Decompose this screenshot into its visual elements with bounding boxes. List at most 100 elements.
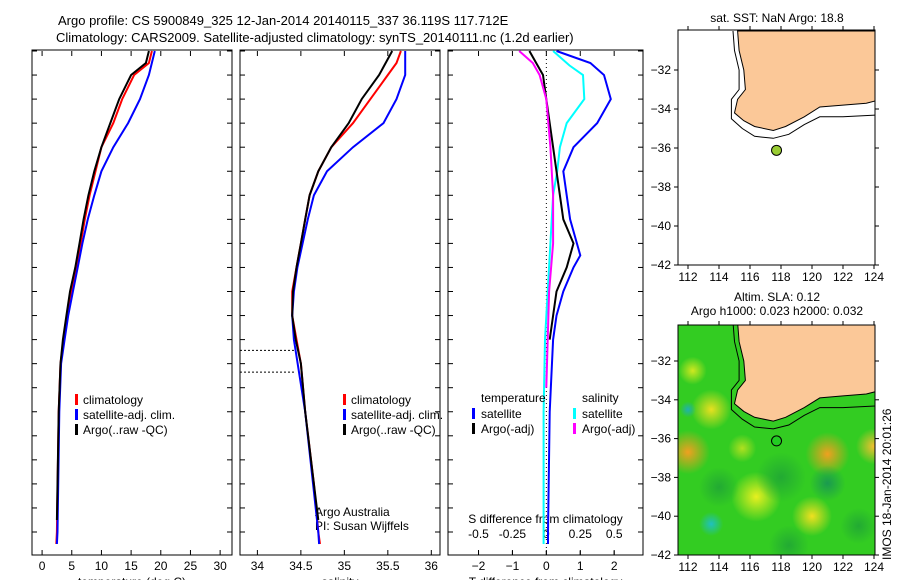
series-line-t-argo-adj- bbox=[528, 50, 575, 340]
x-tick-label: 5 bbox=[68, 559, 75, 573]
x-tick-label: 15 bbox=[124, 559, 138, 573]
lat-tick-label: −34 bbox=[651, 393, 672, 407]
lon-tick-label: 120 bbox=[802, 560, 822, 574]
legend-label: satellite-adj. clim. bbox=[83, 408, 175, 422]
x-axis-label: salinity bbox=[322, 575, 359, 580]
lon-tick-label: 114 bbox=[709, 270, 728, 284]
map2-panel: 112 114 116 118 120 122 124 −32 −34 −36 −38 −40 −42 bbox=[651, 321, 884, 574]
lat-tick-label: −32 bbox=[651, 63, 672, 77]
legend-label: Argo(..raw -QC) bbox=[351, 423, 436, 437]
x-tick-label: 1 bbox=[577, 559, 584, 573]
s-tick-label: -0.5 bbox=[468, 527, 489, 541]
sla-anomaly-blob bbox=[809, 465, 846, 502]
title-line-2: Climatology: CARS2009. Satellite-adjuste… bbox=[56, 30, 574, 45]
sla-anomaly-blob bbox=[678, 356, 707, 385]
sla-anomaly-blob bbox=[756, 452, 806, 503]
s-tick-label: 0.25 bbox=[569, 527, 593, 541]
x-tick-label: 36 bbox=[425, 559, 439, 573]
lat-tick-label: −40 bbox=[651, 509, 672, 523]
series-line-argo-raw-qc- bbox=[291, 50, 394, 521]
legend-swatch bbox=[75, 409, 78, 420]
x-tick-label: 20 bbox=[154, 559, 168, 573]
lat-tick-label: −32 bbox=[651, 354, 672, 368]
legend-swatch bbox=[472, 423, 475, 434]
legend-label: Argo(-adj) bbox=[481, 422, 534, 436]
lat-tick-label: −42 bbox=[651, 548, 672, 562]
sla-anomaly-blob bbox=[856, 428, 875, 465]
legend-label: satellite bbox=[481, 407, 522, 421]
lon-tick-label: 118 bbox=[771, 270, 790, 284]
lat-tick-label: −36 bbox=[651, 141, 672, 155]
x-tick-label: 10 bbox=[95, 559, 109, 573]
map-frame bbox=[677, 324, 876, 556]
x-tick-label: 0 bbox=[543, 559, 550, 573]
sla-anomaly-blob bbox=[840, 507, 875, 544]
x-axis-label: temperature (deg C) bbox=[78, 575, 186, 580]
legend-swatch bbox=[573, 408, 576, 419]
series-line-argo-raw-qc- bbox=[55, 50, 150, 521]
s-tick-label: 0 bbox=[543, 527, 550, 541]
sla-anomaly-blob bbox=[699, 511, 724, 536]
lon-tick-label: 116 bbox=[740, 270, 759, 284]
x-tick-label: 35.5 bbox=[376, 559, 400, 573]
s-axis-label: S difference from climatology bbox=[468, 512, 623, 526]
lon-tick-label: 116 bbox=[740, 560, 759, 574]
sla-anomaly-blob bbox=[680, 401, 696, 418]
lon-tick-label: 120 bbox=[802, 270, 822, 284]
legend-swatch bbox=[573, 423, 576, 434]
series-line-climatology bbox=[55, 50, 153, 545]
lon-tick-label: 112 bbox=[678, 560, 697, 574]
sla-anomaly-blob bbox=[691, 389, 732, 430]
lat-tick-label: −42 bbox=[651, 258, 672, 272]
shelf-contour bbox=[730, 325, 875, 430]
sla-anomaly-blob bbox=[728, 434, 757, 463]
series-line-s-argo-adj- bbox=[518, 50, 555, 388]
series-line-satellite-adj-clim- bbox=[291, 51, 407, 545]
x-tick-label: 35 bbox=[338, 559, 352, 573]
lat-tick-label: −36 bbox=[651, 432, 672, 446]
legend-swatch bbox=[75, 424, 78, 435]
sla-anomaly-blob bbox=[805, 432, 850, 477]
lon-tick-label: 114 bbox=[709, 560, 728, 574]
legend-swatch bbox=[472, 408, 475, 419]
legend-label: satellite bbox=[582, 407, 623, 421]
x-axis-label: T difference from climatology bbox=[469, 575, 623, 580]
plot-difference: −2 −1 0 1 2 T difference from climatology -0.5… bbox=[447, 49, 644, 580]
land-australia bbox=[733, 30, 875, 132]
map1-title: sat. SST: NaN Argo: 18.8 bbox=[710, 11, 844, 25]
plot-salinity: 34 34.5 35 35.5 36 salinity Argo AustraliaPI: … bbox=[239, 49, 443, 580]
s-tick-label: 0.5 bbox=[606, 527, 623, 541]
map2-title-2: Argo h1000: 0.023 h2000: 0.032 bbox=[691, 304, 863, 318]
plot-frame bbox=[447, 49, 644, 556]
annotation-text: PI: Susan Wijffels bbox=[315, 519, 409, 533]
map1-panel: 112 114 116 118 120 122 124 −32 −34 −36 −38 −40 −42 bbox=[651, 26, 884, 284]
land-australia bbox=[733, 325, 875, 422]
annotation-text: Argo Australia bbox=[315, 505, 390, 519]
series-line-satellite-adj-clim- bbox=[55, 50, 156, 545]
plot-frame bbox=[239, 49, 441, 556]
lat-tick-label: −38 bbox=[651, 180, 672, 194]
plot-frame bbox=[31, 49, 233, 556]
legend-title-temperature: temperature bbox=[481, 391, 546, 405]
lon-tick-label: 122 bbox=[833, 560, 853, 574]
x-tick-label: 0 bbox=[39, 559, 46, 573]
legend-label: climatology bbox=[351, 393, 411, 407]
x-tick-label: 34 bbox=[251, 559, 265, 573]
lon-tick-label: 124 bbox=[864, 560, 884, 574]
legend-swatch bbox=[343, 394, 346, 405]
lat-tick-label: −38 bbox=[651, 470, 672, 484]
legend-label: climatology bbox=[83, 393, 143, 407]
map2-title-1: Altim. SLA: 0.12 bbox=[734, 290, 820, 304]
legend-label: satellite-adj. clim. bbox=[351, 408, 443, 422]
series-line-t-satellite bbox=[547, 50, 612, 544]
plot-temperature: 0 5 10 15 20 25 30 temperature (deg C) climatolo… bbox=[31, 49, 233, 580]
x-tick-label: 34.5 bbox=[289, 559, 313, 573]
legend-title-salinity: salinity bbox=[582, 391, 619, 405]
legend-swatch bbox=[343, 424, 346, 435]
series-line-s-satellite bbox=[542, 50, 586, 544]
x-tick-label: 2 bbox=[611, 559, 618, 573]
x-tick-label: −2 bbox=[472, 559, 486, 573]
x-tick-label: 30 bbox=[213, 559, 227, 573]
lon-tick-label: 122 bbox=[833, 270, 853, 284]
